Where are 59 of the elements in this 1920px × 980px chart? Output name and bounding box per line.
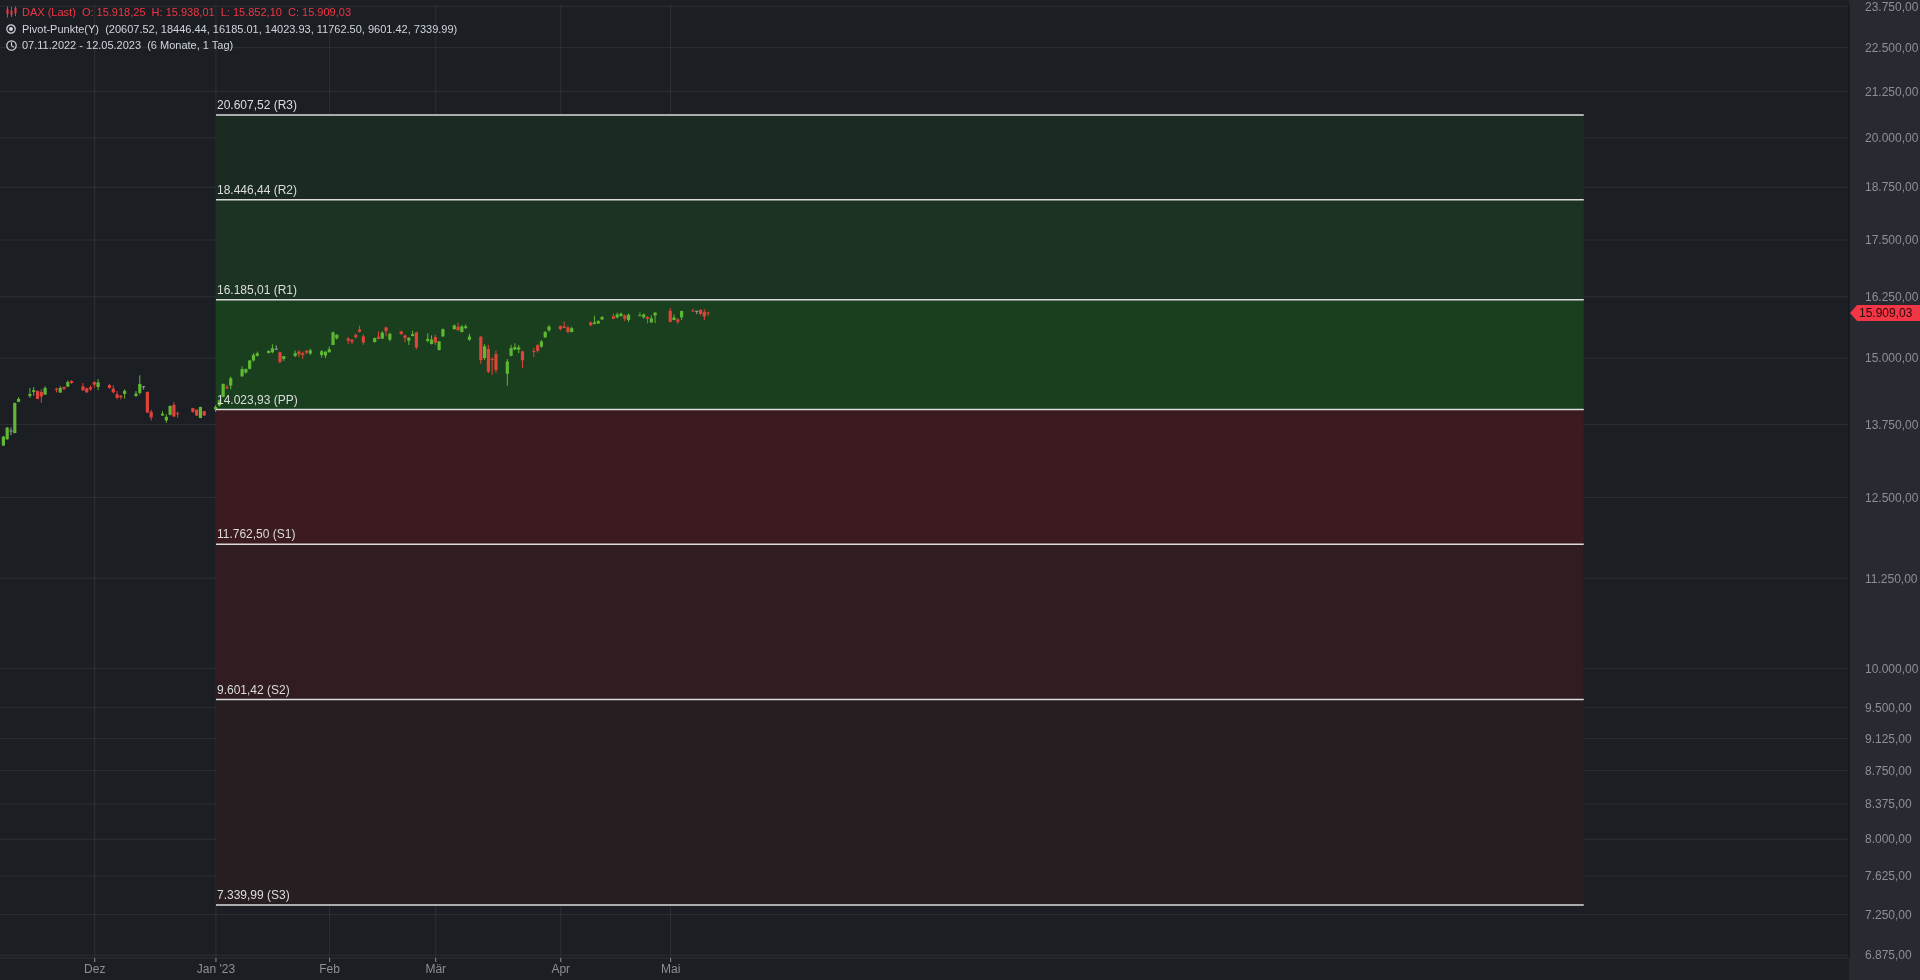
candlestick — [547, 324, 551, 333]
candlestick — [28, 387, 32, 399]
y-tick-label: 18.750,00 — [1865, 180, 1919, 195]
y-tick-label: 16.250,00 — [1865, 290, 1919, 305]
candlestick — [115, 390, 119, 400]
y-tick-label: 8.750,00 — [1865, 763, 1913, 778]
candlestick — [225, 384, 229, 390]
candlestick — [96, 378, 100, 391]
x-tick-label: Dez — [84, 961, 106, 976]
x-tick-label: Apr — [551, 961, 571, 976]
candlestick — [456, 322, 460, 332]
series-label: 7.339,99 (S3) — [216, 888, 290, 903]
candlestick — [384, 326, 388, 337]
y-tick-label: 9.500,00 — [1865, 700, 1913, 715]
candlestick — [138, 374, 142, 396]
y-tick-label: 22.500,00 — [1865, 40, 1919, 55]
series-label: 14.023,93 (PP) — [216, 392, 298, 407]
candlestick — [505, 358, 509, 387]
candlestick — [638, 312, 642, 317]
y-tick-label: 6.875,00 — [1865, 948, 1913, 963]
y-tick-label: 15.000,00 — [1865, 351, 1919, 366]
candlestick — [600, 315, 604, 321]
candlestick — [9, 426, 13, 436]
series-label: 9.601,42 (S2) — [216, 682, 290, 697]
candlestick — [81, 382, 85, 392]
series-label: 16.185,01 (R1) — [216, 282, 298, 297]
x-tick-label: Jan '23 — [196, 961, 236, 976]
candlestick — [297, 349, 301, 358]
y-tick-label: 17.500,00 — [1865, 233, 1919, 248]
series-label: 18.446,44 (R2) — [216, 182, 298, 197]
text: 15.909,03 — [1859, 306, 1913, 320]
candlestick — [619, 312, 623, 318]
candlestick — [350, 338, 354, 345]
y-tick-label: 20.000,00 — [1865, 131, 1919, 146]
y-tick-label: 11.250,00 — [1865, 571, 1918, 586]
series-label: 11.762,50 (S1) — [216, 527, 296, 542]
y-tick-label: 8.375,00 — [1865, 797, 1913, 812]
candlestick — [494, 349, 498, 374]
chart-title: DAX (Last) O: 15.918,25 H: 15.938,01 L: 15.852,10 C: 15.909,03 — [22, 6, 351, 19]
candlestick — [706, 311, 710, 317]
x-tick-label: Feb — [319, 961, 341, 976]
y-tick-label: 9.125,00 — [1865, 731, 1913, 746]
y-tick-label: 23.750,00 — [1865, 0, 1919, 14]
series-label: 20.607,52 (R3) — [216, 97, 298, 112]
x-tick-label: Mär — [425, 961, 447, 976]
y-tick-label: 13.750,00 — [1865, 417, 1919, 432]
y-tick-label: 10.000,00 — [1865, 661, 1919, 676]
y-tick-label: 21.250,00 — [1865, 84, 1919, 99]
candlestick — [672, 313, 676, 321]
y-tick-label: 7.625,00 — [1865, 869, 1913, 884]
y-tick-label: 8.000,00 — [1865, 832, 1913, 847]
candlestick — [691, 308, 695, 312]
y-tick-label: 12.500,00 — [1865, 490, 1919, 505]
text: Pivot-Punkte(Y) (20607.52, 18446.44, 16185.01, 14023.93, 11762.50, 9601.42, 7339.99) — [22, 22, 458, 35]
x-tick-label: Mai — [660, 961, 681, 976]
y-tick-label: 7.250,00 — [1865, 907, 1913, 922]
annotation: 07.11.2022 - 12.05.2023 (6 Monate, 1 Tag) — [22, 39, 234, 52]
candlestick — [479, 335, 483, 365]
candlestick — [403, 334, 407, 343]
